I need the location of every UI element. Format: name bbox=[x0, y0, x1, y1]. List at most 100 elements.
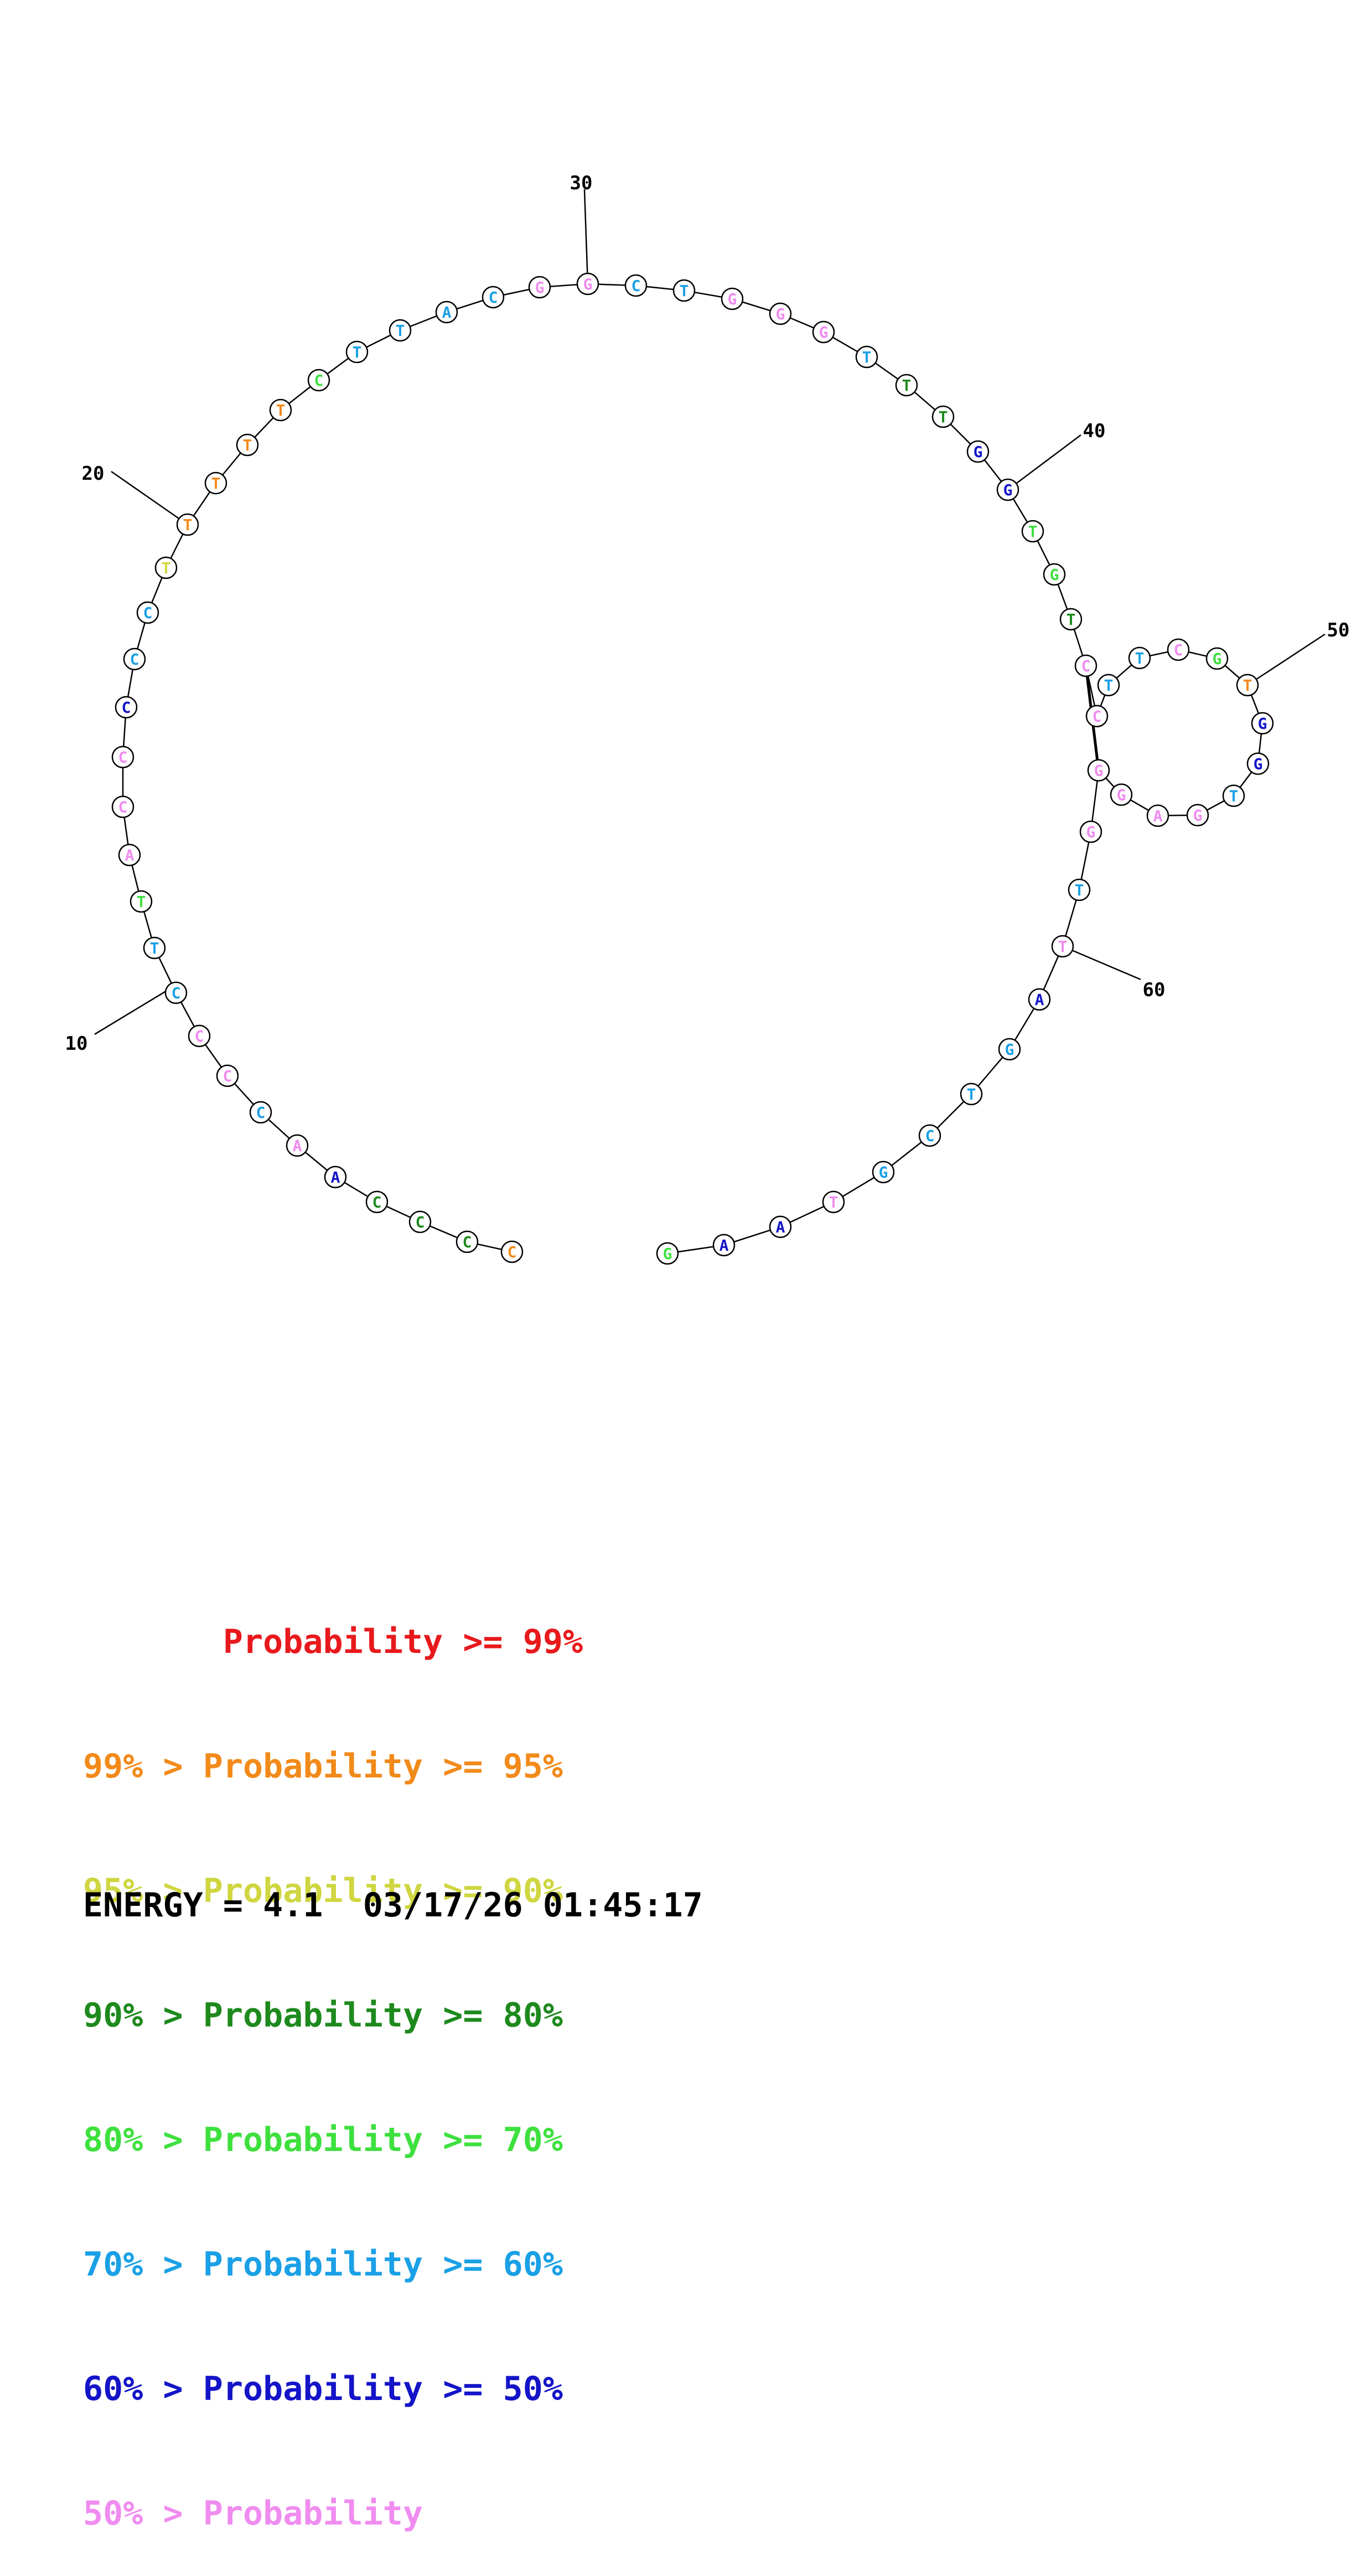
nucleotide-letter: G bbox=[974, 443, 983, 461]
nucleotide-node: C bbox=[136, 601, 159, 624]
nucleotide-node: G bbox=[1087, 759, 1110, 782]
rna-structure-diagram: 102030405060CCCCAACCCCTTACCCCCTTTTTCTTAC… bbox=[65, 172, 1350, 1265]
nucleotide-letter: T bbox=[902, 376, 912, 395]
nucleotide-circle bbox=[216, 1064, 239, 1087]
nucleotide-node: A bbox=[435, 300, 458, 324]
nucleotide-letter: T bbox=[967, 1085, 976, 1103]
nucleotide-circle bbox=[1085, 704, 1109, 728]
nucleotide-letter: C bbox=[143, 604, 153, 622]
energy-timestamp: ENERGY = 4.1 03/17/26 01:45:17 bbox=[83, 1886, 703, 1925]
nucleotide-letter: G bbox=[1193, 806, 1203, 825]
legend-prefix: 50% > bbox=[83, 2494, 203, 2533]
nucleotide-node: T bbox=[1068, 878, 1091, 901]
nucleotide-node: T bbox=[204, 471, 227, 495]
nucleotide-letter: C bbox=[1174, 641, 1183, 659]
nucleotide-letter: T bbox=[150, 939, 159, 957]
nucleotide-node: C bbox=[1167, 638, 1190, 661]
nucleotide-node: G bbox=[1110, 783, 1133, 806]
nucleotide-circle bbox=[435, 300, 458, 324]
nucleotide-circle bbox=[500, 1240, 524, 1263]
nucleotide-node: T bbox=[1222, 784, 1245, 807]
nucleotide-letter: G bbox=[776, 305, 785, 323]
nucleotide-circle bbox=[111, 745, 134, 769]
nucleotide-node: C bbox=[365, 1190, 389, 1214]
legend-row: 50% > Probability bbox=[83, 2493, 583, 2534]
nucleotide-node: A bbox=[1146, 804, 1169, 827]
nucleotide-circle bbox=[389, 319, 412, 342]
nucleotide-node: C bbox=[307, 369, 330, 392]
nucleotide-letter: A bbox=[125, 846, 134, 864]
nucleotide-letter: G bbox=[1254, 755, 1263, 773]
index-tick-line bbox=[1007, 434, 1081, 490]
nucleotide-circle bbox=[918, 1124, 941, 1147]
nucleotide-letter: C bbox=[372, 1193, 382, 1211]
legend-prefix: 95% > bbox=[83, 1872, 203, 1910]
nucleotide-circle bbox=[1222, 784, 1245, 807]
nucleotide-letter: C bbox=[130, 650, 139, 668]
legend-row: 80% > Probability >= 70% bbox=[83, 2119, 583, 2161]
nucleotide-letter: A bbox=[293, 1137, 302, 1155]
nucleotide-letter: G bbox=[1258, 714, 1267, 733]
nucleotide-circle bbox=[812, 320, 835, 344]
nucleotide-circle bbox=[1087, 759, 1110, 782]
nucleotide-letter: T bbox=[137, 893, 146, 911]
nucleotide-node: T bbox=[672, 279, 696, 302]
nucleotide-circle bbox=[1251, 712, 1274, 735]
index-label: 50 bbox=[1327, 619, 1350, 641]
nucleotide-circle bbox=[1028, 988, 1051, 1011]
index-label: 60 bbox=[1143, 979, 1166, 1001]
nucleotide-letter: C bbox=[463, 1233, 472, 1251]
nucleotide-letter: C bbox=[489, 288, 498, 307]
nucleotide-circle bbox=[1068, 878, 1091, 901]
probability-legend: Probability >= 99% 99% > Probability >= … bbox=[83, 1538, 583, 2576]
nucleotide-node: C bbox=[500, 1240, 524, 1263]
nucleotide-circle bbox=[576, 272, 599, 296]
nucleotide-circle bbox=[269, 398, 292, 422]
nucleotide-letter: T bbox=[1229, 787, 1239, 805]
legend-prefix: 99% > bbox=[83, 1747, 203, 1786]
nucleotide-node: C bbox=[1074, 654, 1097, 677]
nucleotide-circle bbox=[1128, 646, 1151, 670]
nucleotide-letter: G bbox=[583, 275, 593, 293]
nucleotide-circle bbox=[136, 601, 159, 624]
nucleotide-letter: A bbox=[776, 1218, 785, 1236]
nucleotide-node: T bbox=[960, 1082, 983, 1106]
nucleotide-circle bbox=[769, 1215, 792, 1238]
nucleotide-node: C bbox=[624, 274, 648, 297]
nucleotide-circle bbox=[1146, 804, 1169, 827]
nucleotide-circle bbox=[855, 345, 878, 369]
nucleotide-letter: T bbox=[211, 474, 221, 493]
nucleotide-circle bbox=[998, 1038, 1021, 1061]
legend-row: 99% > Probability >= 95% bbox=[83, 1746, 583, 1787]
nucleotide-node: G bbox=[1251, 712, 1274, 735]
nucleotide-letter: G bbox=[879, 1163, 888, 1181]
nucleotide-circle bbox=[528, 276, 551, 299]
nucleotide-circle bbox=[1205, 647, 1229, 670]
nucleotide-circle bbox=[482, 286, 505, 309]
nucleotide-node: C bbox=[482, 286, 505, 309]
nucleotide-letter: A bbox=[331, 1168, 340, 1186]
index-tick-line bbox=[111, 470, 188, 526]
index-tick-line bbox=[1062, 945, 1141, 981]
nucleotide-circle bbox=[324, 1165, 347, 1189]
nucleotide-circle bbox=[1167, 638, 1190, 661]
nucleotide-circle bbox=[1186, 804, 1209, 827]
nucleotide-letter: T bbox=[1243, 676, 1252, 694]
nucleotide-circle bbox=[966, 440, 990, 463]
nucleotide-node: G bbox=[1186, 804, 1209, 827]
nucleotide-circle bbox=[624, 274, 648, 297]
legend-row: 70% > Probability >= 60% bbox=[83, 2244, 583, 2285]
nucleotide-letter: C bbox=[195, 1027, 204, 1045]
nucleotide-circle bbox=[204, 471, 227, 495]
nucleotide-node: T bbox=[822, 1190, 845, 1214]
nucleotide-letter: A bbox=[1035, 991, 1044, 1009]
legend-row: 90% > Probability >= 80% bbox=[83, 1995, 583, 2036]
nucleotide-circle bbox=[931, 405, 955, 428]
nucleotide-circle bbox=[249, 1101, 272, 1124]
nucleotide-node: T bbox=[855, 345, 878, 369]
legend-text: Probability >= 95% bbox=[203, 1747, 563, 1786]
nucleotide-node: C bbox=[115, 696, 138, 719]
nucleotide-letter: C bbox=[925, 1127, 935, 1145]
nucleotide-letter: C bbox=[118, 748, 128, 766]
nucleotide-circle bbox=[769, 302, 792, 325]
